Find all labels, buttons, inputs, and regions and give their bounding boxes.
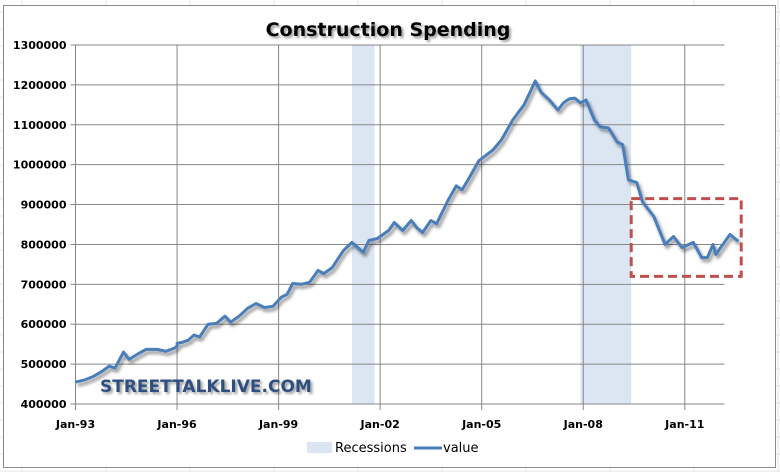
y-tick-label: 400000 <box>21 398 67 411</box>
x-tick-label: Jan-96 <box>156 418 197 431</box>
chart-title: Construction Spending <box>266 19 511 41</box>
chart-area <box>3 5 776 468</box>
x-tick-label: Jan-11 <box>664 418 704 431</box>
y-tick-label: 700000 <box>21 278 67 291</box>
series-line-value <box>75 79 740 384</box>
recession-band <box>351 45 375 404</box>
recession-band <box>580 45 632 404</box>
y-tick-label: 900000 <box>21 199 67 212</box>
x-tick-label: Jan-02 <box>360 418 400 431</box>
x-tick-label: Jan-05 <box>461 418 501 431</box>
legend-label-recessions: Recessions <box>335 441 407 456</box>
x-tick-label: Jan-08 <box>563 418 603 431</box>
legend: Recessions value <box>307 441 479 456</box>
y-tick-label: 1300000 <box>13 39 67 52</box>
y-tick-label: 1200000 <box>13 79 67 92</box>
y-tick-label: 1100000 <box>13 119 67 132</box>
y-tick-label: 600000 <box>21 318 67 331</box>
x-tick-label: Jan-99 <box>258 418 298 431</box>
watermark: STREETTALKLIVE.COM <box>100 377 312 397</box>
y-tick-label: 1000000 <box>13 159 67 172</box>
x-tick-label: Jan-93 <box>55 418 95 431</box>
y-tick-label: 800000 <box>21 238 67 251</box>
y-tick-label: 500000 <box>21 358 67 371</box>
legend-label-value: value <box>443 441 479 456</box>
legend-swatch-recessions <box>307 442 332 453</box>
highlight-box <box>629 197 743 278</box>
